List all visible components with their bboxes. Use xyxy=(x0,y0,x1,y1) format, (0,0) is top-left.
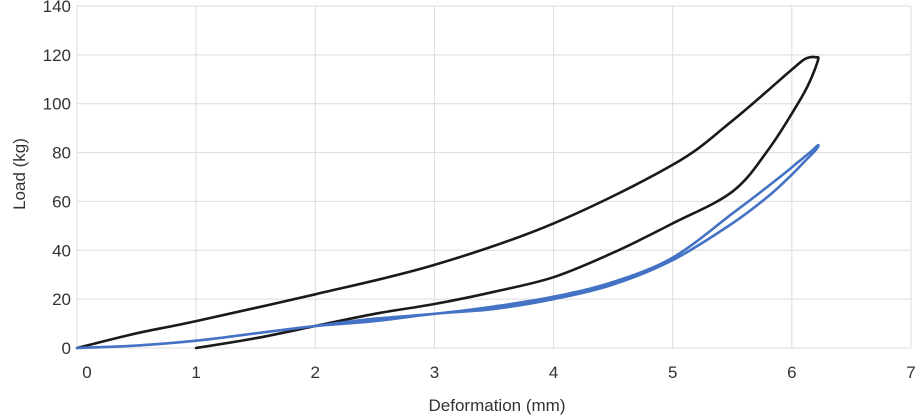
x-tick-label: 4 xyxy=(549,363,558,382)
y-tick-label: 20 xyxy=(52,290,71,309)
horizontal-gridlines xyxy=(77,5,911,349)
y-tick-label: 120 xyxy=(43,46,71,65)
y-tick-label: 80 xyxy=(52,144,71,163)
x-tick-label: 7 xyxy=(906,363,915,382)
y-tick-labels: 0 20 40 60 80 100 120 140 xyxy=(43,0,71,358)
y-tick-label: 140 xyxy=(43,0,71,16)
vertical-gridlines xyxy=(76,6,912,348)
y-tick-label: 100 xyxy=(43,95,71,114)
x-tick-label: 6 xyxy=(787,363,796,382)
x-tick-label: 2 xyxy=(311,363,320,382)
series-line-2 xyxy=(75,143,820,350)
series-lines xyxy=(75,55,820,350)
y-tick-label: 60 xyxy=(52,192,71,211)
y-axis-title: Load (kg) xyxy=(10,138,29,210)
x-tick-label: 5 xyxy=(668,363,677,382)
x-tick-label: 1 xyxy=(191,363,200,382)
y-tick-label: 40 xyxy=(52,241,71,260)
series-line-1 xyxy=(75,55,820,350)
x-tick-labels: 0 1 2 3 4 5 6 7 xyxy=(82,363,915,382)
x-tick-label: 3 xyxy=(430,363,439,382)
y-tick-label: 0 xyxy=(62,339,71,358)
x-tick-label: 0 xyxy=(82,363,91,382)
x-axis-title: Deformation (mm) xyxy=(429,396,566,415)
